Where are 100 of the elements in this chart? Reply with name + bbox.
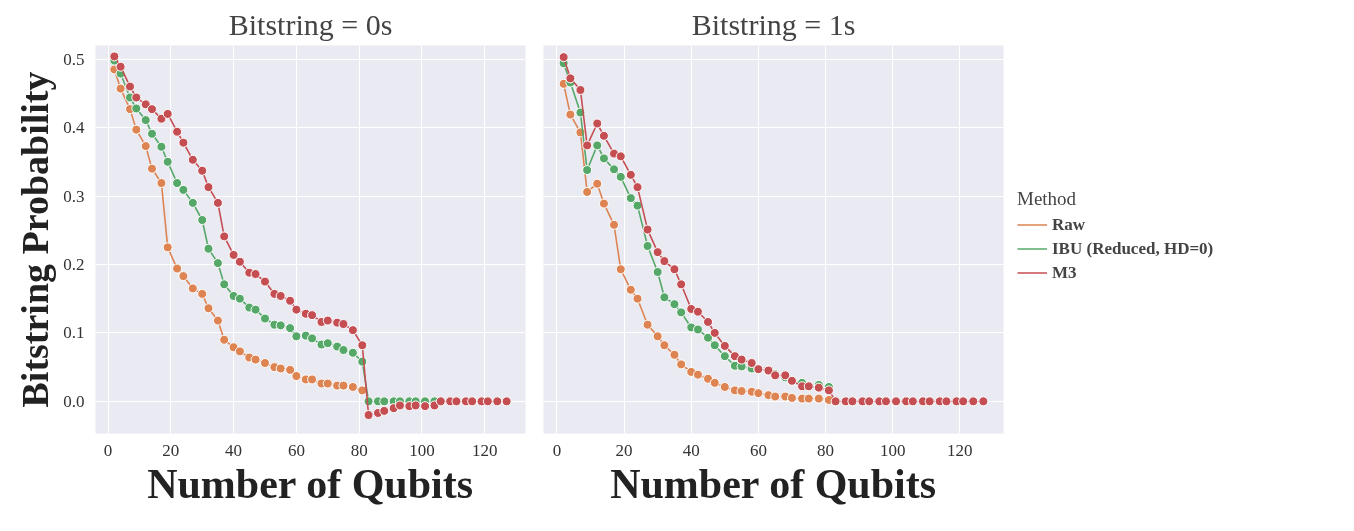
point <box>307 310 318 321</box>
point <box>652 331 663 342</box>
point <box>615 264 626 275</box>
point <box>830 396 841 407</box>
point <box>736 354 747 365</box>
point <box>719 340 730 351</box>
point <box>285 323 296 334</box>
point <box>338 319 349 329</box>
point <box>212 258 223 269</box>
point <box>669 349 680 360</box>
point <box>115 61 126 72</box>
point <box>363 410 374 421</box>
point <box>625 169 636 180</box>
point <box>250 304 261 315</box>
point <box>234 256 245 267</box>
point <box>642 319 653 330</box>
point <box>659 340 670 351</box>
point <box>187 197 198 208</box>
point <box>753 388 764 399</box>
point <box>709 340 720 351</box>
point <box>958 396 969 407</box>
point <box>322 378 333 389</box>
point <box>203 303 214 314</box>
point <box>347 347 358 358</box>
chart-title: Bitstring = 1s <box>691 7 856 41</box>
point <box>803 393 814 404</box>
point <box>625 193 636 204</box>
point <box>609 219 620 230</box>
point <box>197 288 208 299</box>
point <box>709 377 720 388</box>
point <box>197 215 208 225</box>
point <box>501 396 512 407</box>
point <box>575 84 586 95</box>
point <box>140 115 151 126</box>
point <box>907 396 918 407</box>
point <box>234 293 245 304</box>
point <box>692 306 703 317</box>
point <box>162 108 173 119</box>
point <box>178 137 189 148</box>
point <box>676 279 687 290</box>
point <box>410 400 421 411</box>
x-tick-label: 40 <box>225 440 243 460</box>
point <box>719 381 730 392</box>
x-tick-label: 40 <box>682 440 700 460</box>
point <box>652 267 663 277</box>
point <box>746 358 757 369</box>
point <box>582 186 593 197</box>
chart-title: Bitstring = 0s <box>228 7 393 41</box>
x-tick-label: 100 <box>879 440 906 460</box>
point <box>140 141 151 152</box>
point <box>203 243 214 254</box>
point <box>187 154 198 165</box>
point <box>703 316 714 327</box>
point <box>582 165 593 176</box>
y-axis-title: Bitstring Probability <box>14 71 57 408</box>
point <box>147 128 157 139</box>
point <box>924 396 935 407</box>
point <box>847 396 858 407</box>
point <box>598 198 609 209</box>
point <box>676 307 687 318</box>
x-tick-label: 100 <box>409 440 435 460</box>
x-axis-title: Number of Qubits <box>610 460 937 507</box>
point <box>250 269 261 280</box>
point <box>203 182 214 193</box>
point <box>219 279 230 290</box>
legend-label: M3 <box>1052 262 1077 282</box>
point <box>941 396 952 407</box>
point <box>891 396 902 407</box>
point <box>968 396 979 407</box>
y-tick-label: 0.5 <box>63 49 85 69</box>
x-tick-label: 0 <box>552 440 562 460</box>
point <box>115 83 126 94</box>
point <box>147 163 157 174</box>
point <box>394 400 405 411</box>
point <box>676 359 687 370</box>
point <box>813 393 824 404</box>
point <box>642 241 653 251</box>
point <box>736 386 747 397</box>
point <box>582 140 593 151</box>
point <box>492 396 503 407</box>
point <box>669 264 680 275</box>
point <box>322 338 333 349</box>
point <box>632 200 643 211</box>
point <box>140 99 151 110</box>
point <box>482 396 493 407</box>
point <box>228 249 239 260</box>
x-axis-title: Number of Qubits <box>147 460 474 507</box>
x-tick-label: 20 <box>162 440 180 460</box>
point <box>285 364 296 375</box>
point <box>467 396 478 407</box>
point <box>632 293 643 304</box>
point <box>219 231 230 242</box>
point <box>322 315 333 326</box>
point <box>880 396 891 407</box>
point <box>109 51 120 62</box>
point <box>451 396 462 407</box>
point <box>285 295 296 306</box>
point <box>178 184 189 195</box>
point <box>212 197 223 208</box>
point <box>632 182 643 193</box>
